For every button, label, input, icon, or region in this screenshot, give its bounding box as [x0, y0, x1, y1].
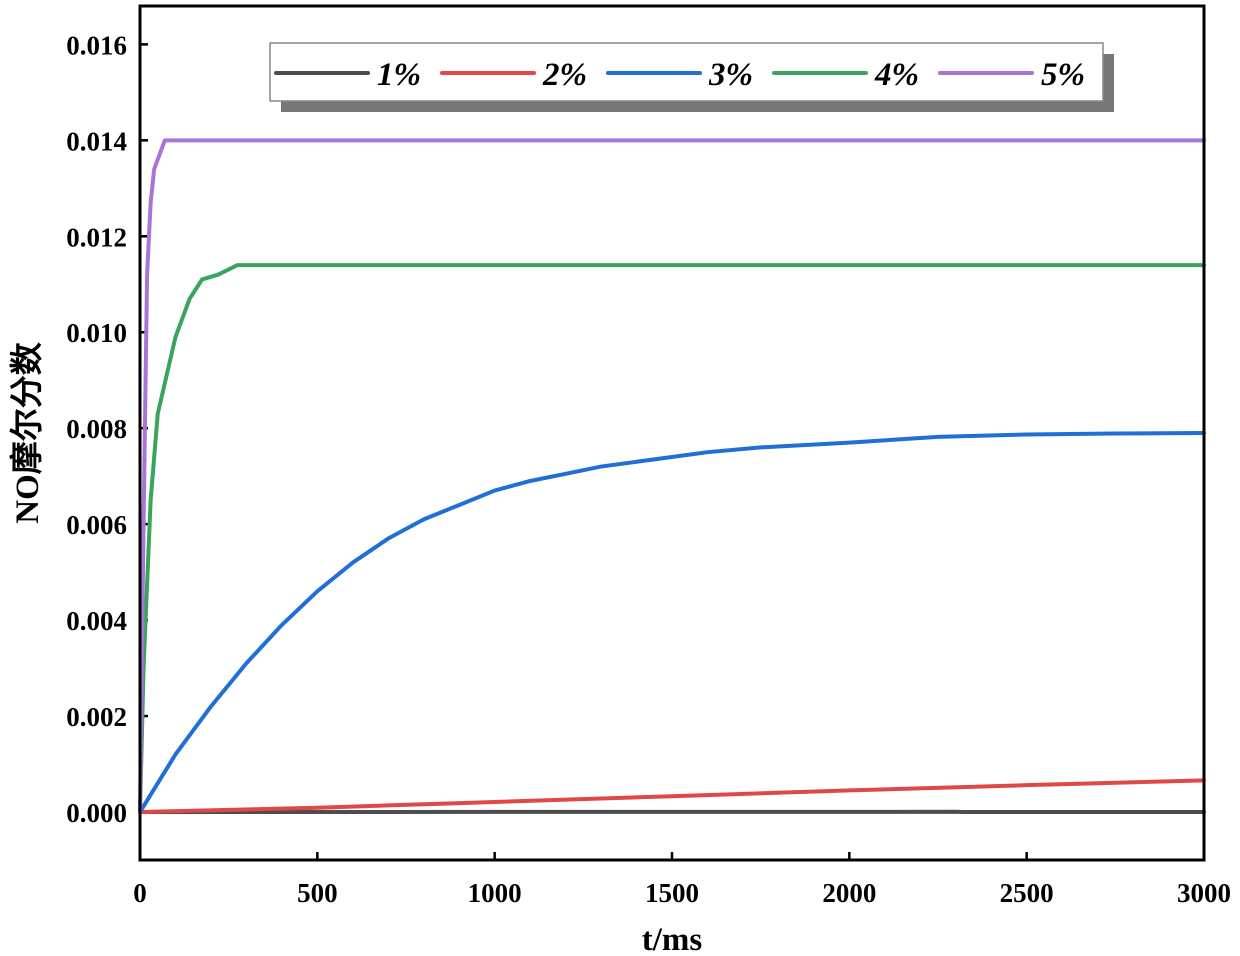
plot-frame	[138, 4, 1206, 862]
x-tick-label: 500	[297, 878, 338, 908]
x-tick-label: 2000	[822, 878, 876, 908]
y-tick-label: 0.000	[66, 798, 127, 828]
legend-label-4%: 4%	[874, 57, 919, 93]
x-tick-label: 3000	[1177, 878, 1231, 908]
legend-label-1%: 1%	[377, 57, 421, 93]
y-tick-label: 0.010	[66, 318, 127, 348]
legend: 1% 2% 3% 4% 5%	[269, 42, 1114, 112]
y-tick-label: 0.012	[66, 222, 127, 252]
x-axis-title: t/ms	[642, 922, 703, 956]
y-axis-title: NO摩尔分数	[9, 341, 46, 524]
x-tick-label: 1500	[645, 878, 699, 908]
x-tick-label: 1000	[468, 878, 522, 908]
legend-label-5%: 5%	[1041, 57, 1085, 93]
x-tick-label: 2500	[1000, 878, 1054, 908]
series-line-4%	[138, 263, 1206, 815]
series-line-2%	[138, 778, 1206, 815]
y-tick-label: 0.004	[66, 606, 127, 636]
y-tick-label: 0.008	[66, 414, 127, 444]
legend-label-3%: 3%	[708, 57, 753, 93]
legend-label-2%: 2%	[542, 57, 587, 93]
y-tick-label: 0.002	[66, 702, 127, 732]
x-tick-label: 0	[133, 878, 147, 908]
series-line-3%	[138, 431, 1206, 815]
y-tick-label: 0.014	[66, 126, 127, 156]
y-tick-label: 0.006	[66, 510, 127, 540]
y-tick-label: 0.016	[66, 30, 127, 60]
series-line-5%	[138, 138, 1206, 815]
